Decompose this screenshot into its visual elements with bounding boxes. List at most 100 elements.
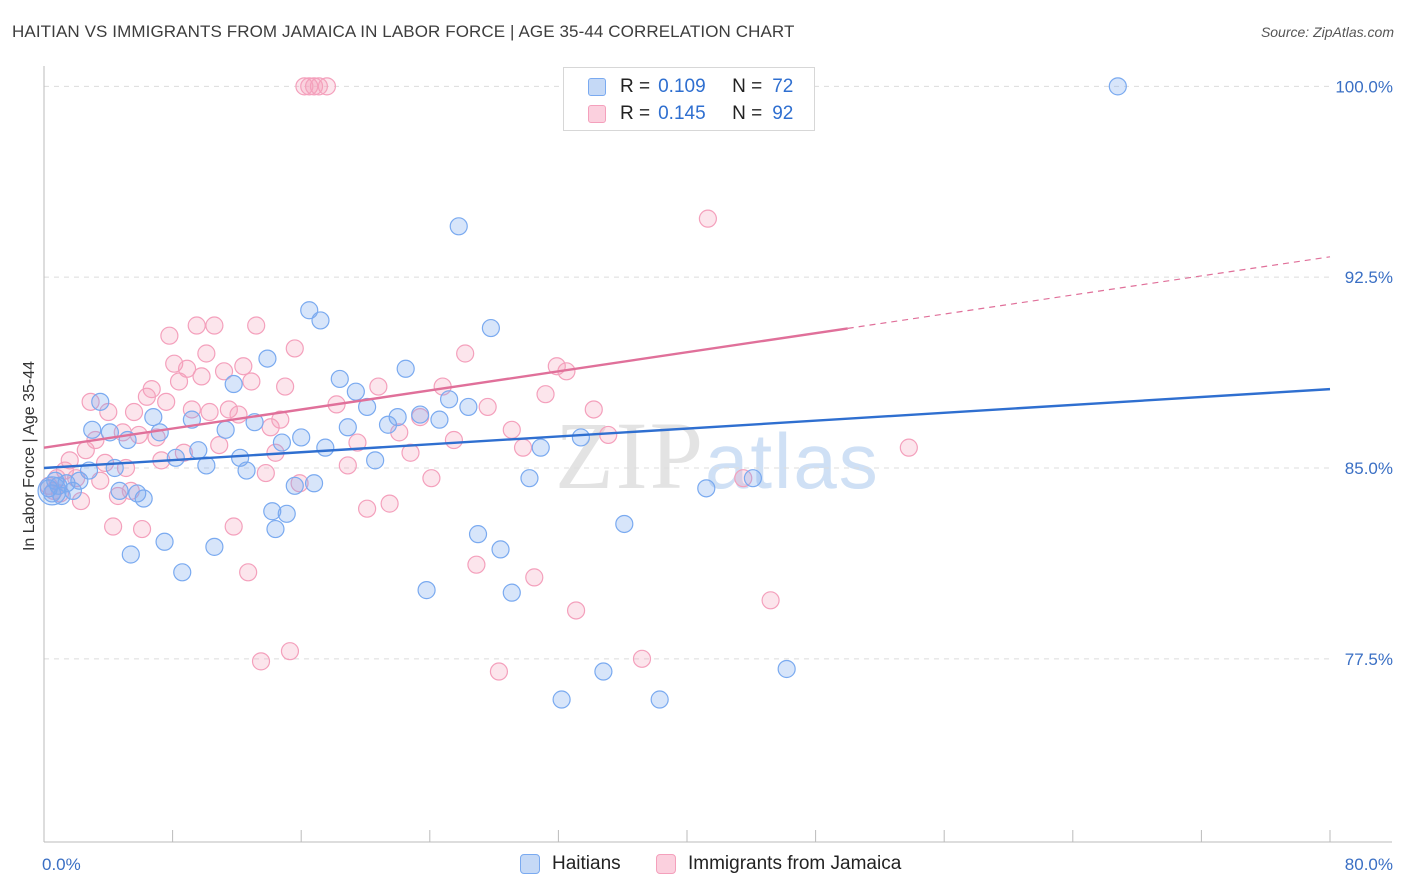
- jamaica-point: [467, 555, 486, 574]
- jamaica-point: [290, 474, 309, 493]
- legend-row-jamaica: R = 0.145 N = 92: [588, 102, 793, 126]
- jamaica-point: [401, 443, 420, 462]
- jamaica-n-label: N =: [732, 103, 763, 124]
- jamaica-point: [271, 410, 290, 429]
- haitian-point: [439, 390, 459, 409]
- haitian-point: [272, 433, 292, 452]
- jamaica-point: [280, 642, 300, 661]
- bottom-legend-jamaica: Immigrants from Jamaica: [656, 852, 901, 876]
- haitian-point: [411, 405, 430, 424]
- jamaica-point: [124, 402, 144, 422]
- jamaica-point: [210, 435, 229, 455]
- jamaica-point: [348, 433, 367, 452]
- jamaica-point: [478, 397, 497, 417]
- jamaica-point: [256, 463, 275, 483]
- watermark: ZIPatlas: [555, 400, 880, 511]
- haitian-point: [552, 690, 571, 709]
- jamaica-point: [734, 469, 753, 488]
- x-tick-label: 80.0%: [1345, 855, 1393, 874]
- jamaica-point: [358, 499, 377, 518]
- haitian-cluster-point: [37, 476, 67, 506]
- jamaica-point: [295, 77, 314, 96]
- haitian-point: [449, 217, 468, 236]
- haitian-point: [205, 537, 224, 556]
- jamaica-point: [456, 344, 475, 363]
- jamaica-point: [422, 469, 441, 488]
- haitian-point: [531, 438, 550, 457]
- haitians-trend-line: [43, 387, 1331, 470]
- haitian-point: [777, 659, 796, 679]
- haitian-point: [189, 441, 208, 460]
- x-tick-label: 0.0%: [42, 855, 81, 874]
- source-label: Source: ZipAtlas.com: [1260, 24, 1394, 40]
- jamaica-point: [300, 77, 319, 96]
- haitian-point: [615, 514, 634, 534]
- haitian-point: [338, 418, 357, 437]
- jamaica-point: [502, 420, 521, 439]
- haitian-point: [237, 461, 256, 480]
- jamaica-point: [584, 400, 603, 419]
- jamaica-point: [234, 357, 253, 376]
- jamaica-point: [182, 400, 201, 419]
- jamaica-point: [251, 652, 271, 671]
- jamaica-point: [247, 316, 266, 335]
- haitian-point: [502, 583, 521, 602]
- haitians-r-value: 0.109: [658, 76, 706, 97]
- jamaica-point: [566, 601, 586, 620]
- haitian-point: [697, 479, 716, 498]
- haitian-point: [430, 410, 449, 429]
- jamaica-point: [698, 209, 717, 228]
- haitian-point: [311, 311, 330, 330]
- jamaica-point: [317, 77, 337, 96]
- jamaica-legend-swatch: [656, 854, 676, 874]
- jamaica-point: [187, 316, 206, 335]
- jamaica-point: [91, 471, 110, 490]
- haitian-point: [91, 392, 110, 411]
- haitian-points: [37, 77, 1127, 709]
- haitian-point: [346, 382, 365, 401]
- jamaica-point: [536, 385, 555, 404]
- chart-title: HAITIAN VS IMMIGRANTS FROM JAMAICA IN LA…: [12, 22, 795, 41]
- haitians-legend-swatch: [520, 854, 540, 874]
- haitian-point: [292, 428, 311, 447]
- haitians-n-value: 72: [772, 76, 794, 97]
- haitian-point: [481, 318, 500, 338]
- haitian-point: [594, 662, 613, 681]
- jamaica-point: [380, 494, 399, 513]
- haitian-point: [300, 301, 319, 320]
- haitian-point: [378, 415, 398, 434]
- haitian-point: [330, 369, 349, 389]
- jamaica-point: [761, 591, 780, 610]
- jamaica-point: [369, 377, 388, 396]
- jamaica-point: [525, 568, 544, 587]
- stats-legend: R = 0.109 N = 72 R = 0.145 N = 92: [563, 67, 815, 131]
- watermark-zip: ZIP: [555, 402, 705, 509]
- y-tick-label: 100.0%: [1335, 77, 1393, 96]
- jamaica-point: [489, 662, 509, 681]
- haitian-point: [316, 438, 335, 457]
- jamaica-point: [104, 517, 123, 536]
- haitian-point: [63, 481, 83, 500]
- trend-lines: [43, 256, 1331, 470]
- haitians-swatch: [588, 78, 606, 96]
- y-tick-label: 92.5%: [1345, 268, 1393, 287]
- jamaica-point: [205, 316, 224, 335]
- jamaica-point: [147, 428, 166, 447]
- jamaica-point: [304, 77, 324, 96]
- jamaica-trend-line: [43, 327, 848, 449]
- jamaica-point: [200, 402, 219, 422]
- jamaica-point: [81, 392, 100, 411]
- haitian-point: [366, 451, 385, 470]
- haitian-point: [304, 474, 324, 493]
- jamaica-trend-extension: [847, 256, 1331, 329]
- jamaica-legend-label: Immigrants from Jamaica: [688, 853, 902, 874]
- jamaica-point: [157, 392, 176, 411]
- haitian-point: [459, 397, 478, 417]
- jamaica-point: [444, 430, 464, 450]
- haitian-point: [258, 349, 277, 368]
- jamaica-point: [239, 563, 258, 582]
- haitian-point: [743, 469, 763, 488]
- haitians-r-label: R =: [620, 76, 651, 97]
- jamaica-point: [285, 339, 304, 358]
